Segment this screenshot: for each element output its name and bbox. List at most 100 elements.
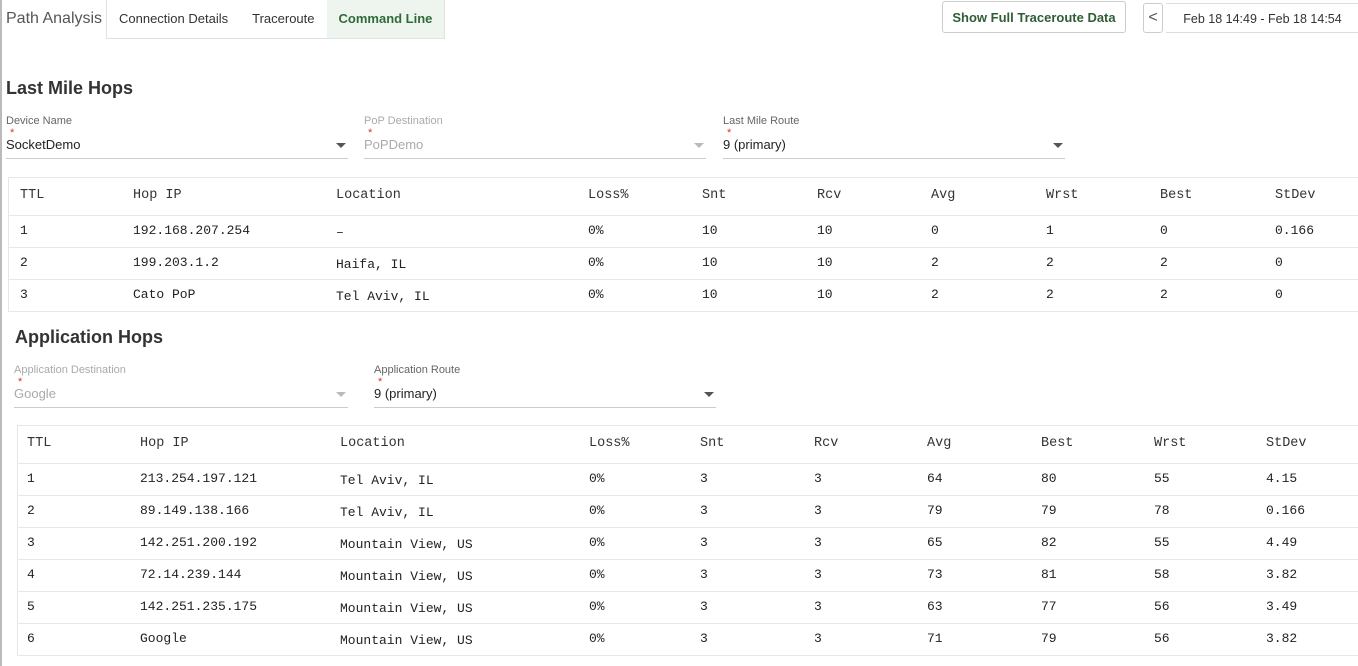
table-cell: 80 [1041,471,1057,486]
table-cell: 3 [700,631,708,646]
required-mark: * [10,127,15,139]
dropdown-arrow[interactable] [694,143,704,148]
table-cell: 73 [927,567,943,582]
table-cell: 65 [927,535,943,550]
table-cell: 0 [931,223,939,238]
required-mark: * [727,127,732,139]
table-cell: Mountain View, US [340,633,473,648]
table-cell: 3 [814,471,822,486]
table-cell: 0% [589,503,605,518]
table-cell: 10 [702,223,718,238]
table-cell: 4 [27,567,35,582]
table-cell: 2 [27,503,35,518]
tab[interactable]: Command Line [326,0,445,38]
table-cell: 3 [814,599,822,614]
table-cell: 0% [589,471,605,486]
table-cell: 5 [27,599,35,614]
table-cell: 142.251.235.175 [140,599,258,614]
table-cell: 2 [931,255,939,270]
table-cell: 56 [1154,599,1170,614]
field-label: Device Name * [6,115,73,139]
field-value[interactable]: SocketDemo [6,137,81,152]
table-cell: 72.14.239.144 [140,567,242,582]
table-row: 4 72.14.239.144 Mountain View, US 0% 3 3 73 81 5… [18,559,1358,592]
table-cell: Tel Aviv, IL [336,289,430,304]
column-header: Snt [702,188,727,203]
table-cell: Haifa, IL [336,257,407,272]
field-value[interactable]: Google [14,386,56,401]
table-cell: 3.82 [1266,567,1298,582]
table-cell: 55 [1154,535,1170,550]
table-cell: 3.49 [1266,599,1298,614]
table-cell: 55 [1154,471,1170,486]
page-title: Path Analysis [6,10,103,27]
table-cell: 79 [1041,503,1057,518]
table-cell: 71 [927,631,943,646]
tab[interactable]: Traceroute [252,11,315,26]
dropdown-arrow[interactable] [1053,143,1063,148]
field-value[interactable]: 9 (primary) [723,137,786,152]
column-header: Avg [931,188,956,203]
table-cell: 0% [588,287,604,302]
date-range[interactable]: Feb 18 14:49 - Feb 18 14:54 [1166,3,1358,33]
field-label: Application Destination * [14,364,126,388]
column-header: Avg [927,436,952,451]
table-cell: 82 [1041,535,1057,550]
table-cell: 10 [817,255,833,270]
table-cell: Mountain View, US [340,537,473,552]
table-cell: Mountain View, US [340,601,473,616]
dropdown-arrow[interactable] [336,143,346,148]
table-cell: 3 [814,535,822,550]
column-header: Location [340,436,405,451]
dropdown-arrow[interactable] [336,392,346,397]
field-underline [14,407,348,408]
table-row: 1 192.168.207.254–0% 10 10 0 1 0 0.166 [9,215,1358,248]
table-cell: – [336,225,344,240]
section-title: Last Mile Hops [6,78,134,98]
show-full-button[interactable]: Show Full Traceroute Data [942,1,1126,33]
table-cell: 6 [27,631,35,646]
table-cell: 79 [1041,631,1057,646]
field-value[interactable]: 9 (primary) [374,386,437,401]
column-header: Loss% [589,436,630,451]
column-header: Best [1160,188,1193,203]
table-cell: 3 [700,567,708,582]
field-underline [723,158,1065,159]
table-cell: 3 [700,503,708,518]
table-cell: 78 [1154,503,1170,518]
prev-button[interactable]: < [1143,3,1163,33]
table-cell: 4.15 [1266,471,1298,486]
table-header: TTL Hop IP Location Loss% Snt Rcv Avg Wrst Best S… [9,178,1358,216]
table-cell: 3 [814,503,822,518]
table-header: TTL Hop IP Location Loss% Snt Rcv Avg Best Wrst S… [18,426,1358,464]
table-cell: Cato PoP [133,287,196,302]
column-header: Loss% [588,188,629,203]
field-underline [6,158,348,159]
table-cell: 2 [931,287,939,302]
table-cell: 192.168.207.254 [133,223,251,238]
table-cell: 10 [702,287,718,302]
required-mark: * [378,376,383,388]
field-underline [374,407,716,408]
tab-bar: Connection Details Traceroute Command Li… [106,0,446,39]
table-cell: 0 [1275,255,1283,270]
table-cell: 2 [20,255,28,270]
table-row: 3 Cato PoP Tel Aviv, IL 0% 10 10 2 2 2 0 [9,279,1358,312]
table-cell: 64 [927,471,943,486]
table-cell: 3 [27,535,35,550]
table-cell: Tel Aviv, IL [340,473,434,488]
table-cell: 1 [1046,223,1054,238]
table-row: 1 213.254.197.121 Tel Aviv, IL 0% 3 3 64 80 55 4.… [18,463,1358,496]
table-cell: 3 [814,631,822,646]
dropdown-arrow[interactable] [704,392,714,397]
table-cell: 1 [20,223,28,238]
column-header: StDev [1275,188,1316,203]
table-cell: Tel Aviv, IL [340,505,434,520]
table-cell: 2 [1046,255,1054,270]
table-cell: 0.166 [1266,503,1306,518]
table-cell: 77 [1041,599,1057,614]
tab[interactable]: Connection Details [119,11,229,26]
table-cell: 56 [1154,631,1170,646]
table-cell: 0.166 [1275,223,1315,238]
field-value[interactable]: PoPDemo [364,137,424,152]
